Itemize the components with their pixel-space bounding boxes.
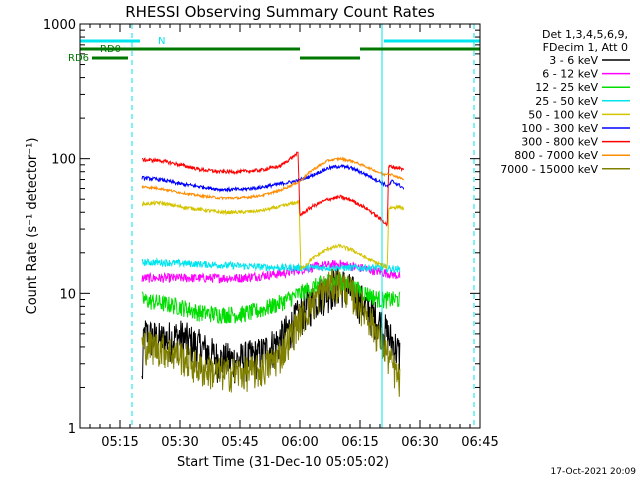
legend-header-1: FDecim 1, Att 0 [543, 41, 628, 54]
legend-label-8: 7000 - 15000 keV [500, 163, 598, 176]
x-tick-label-3: 06:00 [281, 435, 318, 450]
series-line-6 [141, 151, 405, 227]
y-tick-label-2: 100 [51, 153, 76, 168]
legend-label-3: 25 - 50 keV [535, 95, 598, 108]
legend-label-4: 50 - 100 keV [528, 108, 598, 121]
y-axis-label: Count Rate (s⁻¹ detector⁻¹) [25, 138, 40, 315]
series-line-5 [141, 164, 405, 193]
x-tick-label-5: 06:30 [401, 435, 438, 450]
timestamp: 17-Oct-2021 20:09 [551, 467, 637, 477]
y-tick-label-1: 10 [59, 287, 76, 302]
state-label-rd0: RD0 [100, 44, 121, 55]
x-tick-label-1: 05:30 [161, 435, 198, 450]
x-tick-label-2: 05:45 [221, 435, 258, 450]
series-line-3 [141, 257, 401, 274]
legend-label-5: 100 - 300 keV [521, 122, 598, 135]
x-axis-label: Start Time (31-Dec-10 05:05:02) [177, 455, 389, 470]
state-label-rd6: RD6 [68, 53, 89, 64]
x-tick-label-4: 06:15 [341, 435, 378, 450]
series-line-7 [141, 156, 405, 201]
legend-label-1: 6 - 12 keV [542, 68, 598, 81]
y-tick-label-0: 1 [68, 422, 76, 437]
series-line-8 [141, 268, 401, 397]
state-label-n: N [158, 36, 165, 47]
chart-title: RHESSI Observing Summary Count Rates [125, 3, 435, 21]
legend-label-2: 12 - 25 keV [535, 81, 598, 94]
legend-header-0: Det 1,3,4,5,6,9, [542, 28, 628, 41]
x-tick-label-6: 06:45 [461, 435, 498, 450]
y-tick-label-3: 1000 [43, 18, 76, 33]
legend-label-6: 300 - 800 keV [521, 136, 598, 149]
x-tick-label-0: 05:15 [101, 435, 138, 450]
legend-label-7: 800 - 7000 keV [514, 149, 598, 162]
legend-label-0: 3 - 6 keV [549, 54, 598, 67]
series-line-4 [141, 199, 405, 271]
